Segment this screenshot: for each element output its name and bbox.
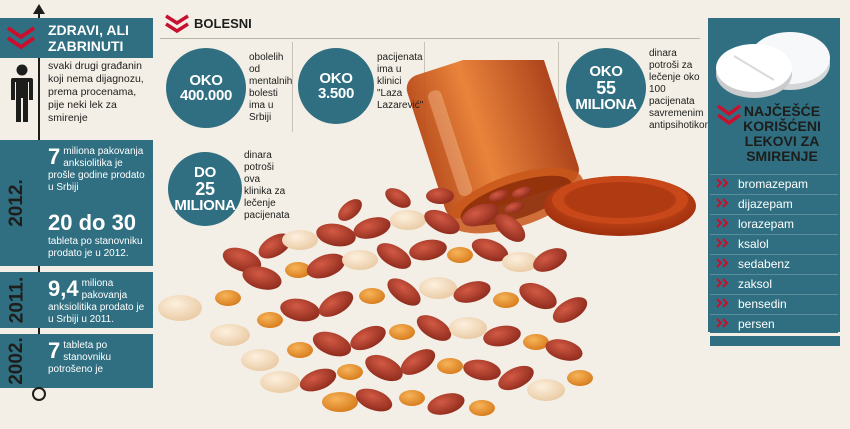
- year-label-2012: 2012.: [6, 179, 28, 227]
- bottle-cap: [544, 176, 696, 236]
- stat-2012-packages-number: 7: [48, 144, 61, 169]
- chevron-right-icon: [716, 315, 730, 333]
- middle-section-header: BOLESNI: [160, 8, 700, 38]
- chevron-right-icon: [716, 255, 730, 273]
- pill-bottle: [406, 60, 584, 234]
- list-item: sedabenz: [710, 254, 838, 273]
- double-chevron-down-icon: [6, 26, 36, 50]
- stat-circle-line: OKO: [189, 72, 223, 89]
- stat-circle-number: 55: [596, 78, 616, 98]
- list-item: bromazepam: [710, 174, 838, 193]
- stat-circle-clinic-patients: OKO 3.500: [298, 48, 374, 124]
- stat-circle-patients: OKO 400.000: [166, 48, 246, 128]
- drug-name: bromazepam: [738, 177, 809, 191]
- divider: [558, 42, 559, 132]
- chevron-right-icon: [716, 275, 730, 293]
- stat-2012-packages: 7 miliona pakovanja anksiolitika je prošl…: [48, 146, 151, 194]
- chevron-right-icon: [716, 295, 730, 313]
- stat-2002: 7 tableta po stanovniku potrošeno je: [48, 340, 151, 376]
- year-label-2002: 2002.: [6, 337, 28, 385]
- timeline-end-circle: [32, 387, 46, 401]
- intro-text: svaki drugi građanin koji nema dijagnozu…: [48, 60, 144, 124]
- left-title-line2: ZABRINUTI: [48, 38, 124, 54]
- drug-name: sedabenz: [738, 257, 791, 271]
- drug-name: ksalol: [738, 237, 769, 251]
- stat-circle-line: OKO: [589, 63, 623, 80]
- stat-circle-number: 25: [195, 179, 215, 199]
- divider: [292, 42, 293, 132]
- stat-2011-number: 9,4: [48, 276, 79, 301]
- drug-name: lorazepam: [738, 217, 795, 231]
- left-section-header: ZDRAVI, ALI ZABRINUTI: [0, 18, 153, 58]
- stat-circle-line: OKO: [319, 70, 353, 87]
- chevron-right-icon: [716, 195, 730, 213]
- chevron-right-icon: [716, 235, 730, 253]
- list-item: ksalol: [710, 234, 838, 253]
- stat-text-antipsychotic-cost: dinara potroši za lečenje oko 100 pacije…: [649, 48, 713, 131]
- stat-text-clinic-cost: dinara potroši ova klinika za lečenje pa…: [244, 150, 290, 221]
- stat-2011: 9,4 miliona pakovanja anksiolitika prodat…: [48, 278, 151, 326]
- drug-name: bensedin: [738, 297, 787, 311]
- stat-circle-unit: MILIONA: [575, 96, 637, 113]
- stat-circle-antipsychotic-cost: OKO 55 MILIONA: [566, 48, 646, 128]
- list-item: persen: [710, 314, 838, 333]
- middle-section-title: BOLESNI: [194, 16, 252, 31]
- chevron-right-icon: [716, 175, 730, 193]
- drug-name: dijazepam: [738, 197, 793, 211]
- year-block-2002: 2002. 7 tableta po stanovniku potrošeno j…: [0, 334, 153, 388]
- stat-2012-packages-text: miliona pakovanja anksiolitika je prošle…: [48, 146, 145, 193]
- middle-header-rule: [160, 38, 700, 39]
- list-item: lorazepam: [710, 214, 838, 233]
- drug-list: bromazepam dijazepam lorazepam ksalol se…: [710, 174, 838, 334]
- double-chevron-down-icon: [716, 104, 742, 131]
- left-title-line1: ZDRAVI, ALI: [48, 22, 129, 38]
- stat-text-patients: obolelih od mentalnih bolesti ima u Srbi…: [249, 52, 293, 123]
- double-chevron-down-icon: [164, 14, 190, 34]
- stat-text-clinic-patients: pacijenata ima u klinici "Laza Lazarević…: [377, 52, 424, 111]
- stat-circle-number: 400.000: [179, 87, 233, 104]
- year-block-2012: 2012. 7 miliona pakovanja anksiolitika je…: [0, 140, 153, 266]
- year-block-2011: 2011. 9,4 miliona pakovanja anksiolitika …: [0, 272, 153, 328]
- stat-circle-unit: MILIONA: [174, 197, 236, 214]
- list-item: zaksol: [710, 274, 838, 293]
- timeline-arrow-icon: [33, 4, 45, 14]
- stat-2002-number: 7: [48, 338, 61, 363]
- list-item: bensedin: [710, 294, 838, 313]
- right-panel-tab: [710, 336, 840, 346]
- left-section-title: ZDRAVI, ALI ZABRINUTI: [48, 22, 129, 54]
- right-panel-title: NAJČEŠĆE KORIŠĆENI LEKOVI ZA SMIRENJE: [743, 103, 821, 164]
- drug-name: zaksol: [738, 277, 773, 291]
- stat-circle-clinic-cost: DO 25 MILIONA: [168, 152, 242, 226]
- stat-circle-number: 3.500: [317, 85, 355, 102]
- white-pills-image: [716, 32, 830, 98]
- drug-name: persen: [738, 317, 775, 331]
- stat-2012-tablets-number: 20 do 30: [48, 210, 137, 235]
- stat-2012-tablets-text: tableta po stanovniku prodato je u 2012.: [48, 236, 143, 259]
- person-icon: [10, 64, 34, 129]
- pills-illustration: [158, 60, 696, 416]
- stat-2011-text: miliona pakovanja anksiolitika prodato j…: [48, 278, 145, 325]
- year-label-2011: 2011.: [6, 276, 27, 324]
- stat-2002-text: tableta po stanovniku potrošeno je: [48, 340, 112, 375]
- scattered-pills: [158, 188, 593, 416]
- chevron-right-icon: [716, 215, 730, 233]
- list-item: dijazepam: [710, 194, 838, 213]
- stat-circle-line: DO: [194, 164, 216, 181]
